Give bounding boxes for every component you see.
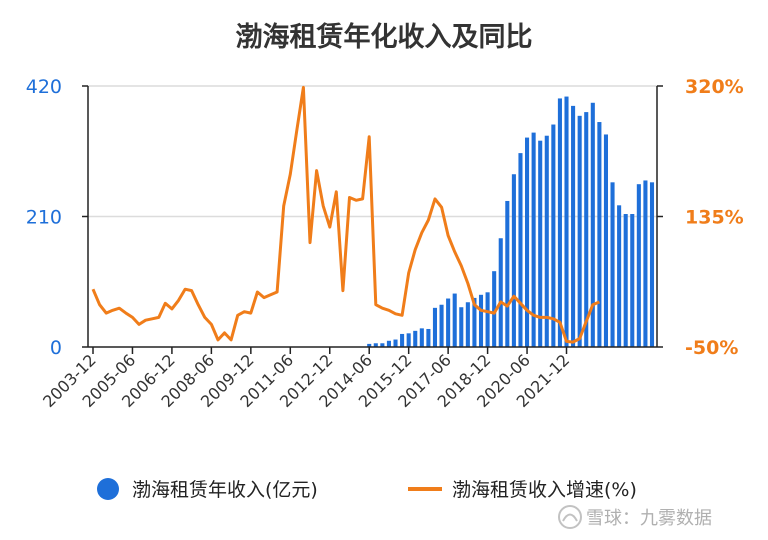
right-tick-label: 135% [685, 207, 744, 229]
bar [538, 140, 543, 347]
bar [623, 214, 628, 347]
bar [498, 238, 503, 347]
x-axis-ticks: 2003-122005-062006-122008-062009-122011-… [39, 347, 573, 411]
right-axis-ticks: 320% 135% -50% [657, 76, 744, 359]
snowball-logo-icon [558, 505, 582, 529]
bar [544, 135, 549, 347]
legend-line-label: 渤海租赁收入增速(%) [452, 479, 637, 501]
bar [393, 339, 398, 347]
bar [511, 174, 516, 347]
bar [649, 182, 655, 347]
bar [446, 298, 451, 347]
bar [432, 307, 438, 347]
line-series [91, 85, 600, 344]
bar [564, 96, 569, 347]
bar [426, 328, 431, 347]
bar [571, 105, 576, 347]
bar [518, 153, 523, 347]
bar [557, 98, 562, 347]
left-tick-label: 420 [26, 76, 62, 98]
bar [492, 271, 497, 347]
bar [380, 343, 385, 347]
bar [478, 294, 484, 347]
legend: 渤海租赁年收入(亿元) 渤海租赁收入增速(%) [97, 478, 637, 501]
bar [400, 333, 405, 347]
right-tick-label: 320% [685, 76, 744, 98]
bar [452, 293, 457, 347]
bar [630, 214, 635, 347]
bar [584, 112, 589, 347]
chart-title: 渤海租赁年化收入及同比 [236, 21, 533, 53]
bar [643, 180, 648, 347]
bar [413, 330, 418, 347]
left-tick-label: 0 [50, 337, 62, 359]
bar [590, 102, 595, 348]
bar [617, 205, 622, 347]
bar-series [367, 96, 655, 348]
bar [472, 297, 477, 347]
bar [439, 304, 444, 347]
bar [367, 343, 372, 347]
bar [610, 182, 615, 347]
left-axis-ticks: 420 210 0 [26, 76, 88, 359]
watermark: 雪球：九雾数据 [558, 505, 712, 529]
bar [551, 124, 556, 348]
growth-line [91, 85, 600, 344]
bar [485, 292, 490, 347]
bar [459, 307, 464, 347]
bar [419, 328, 424, 347]
bar [597, 122, 602, 348]
bar [406, 333, 411, 347]
bar [603, 134, 609, 347]
bar [525, 137, 530, 347]
bar [386, 340, 391, 347]
bar [636, 184, 641, 347]
bar [531, 132, 536, 347]
bar [577, 115, 582, 347]
bar [373, 343, 378, 347]
bar [465, 302, 470, 347]
right-tick-label: -50% [685, 337, 738, 359]
watermark-text: 雪球：九雾数据 [586, 508, 712, 529]
legend-bar-label: 渤海租赁年收入(亿元) [132, 479, 318, 501]
legend-bar-marker-icon [97, 478, 119, 500]
left-tick-label: 210 [26, 207, 62, 229]
bar [505, 200, 510, 347]
